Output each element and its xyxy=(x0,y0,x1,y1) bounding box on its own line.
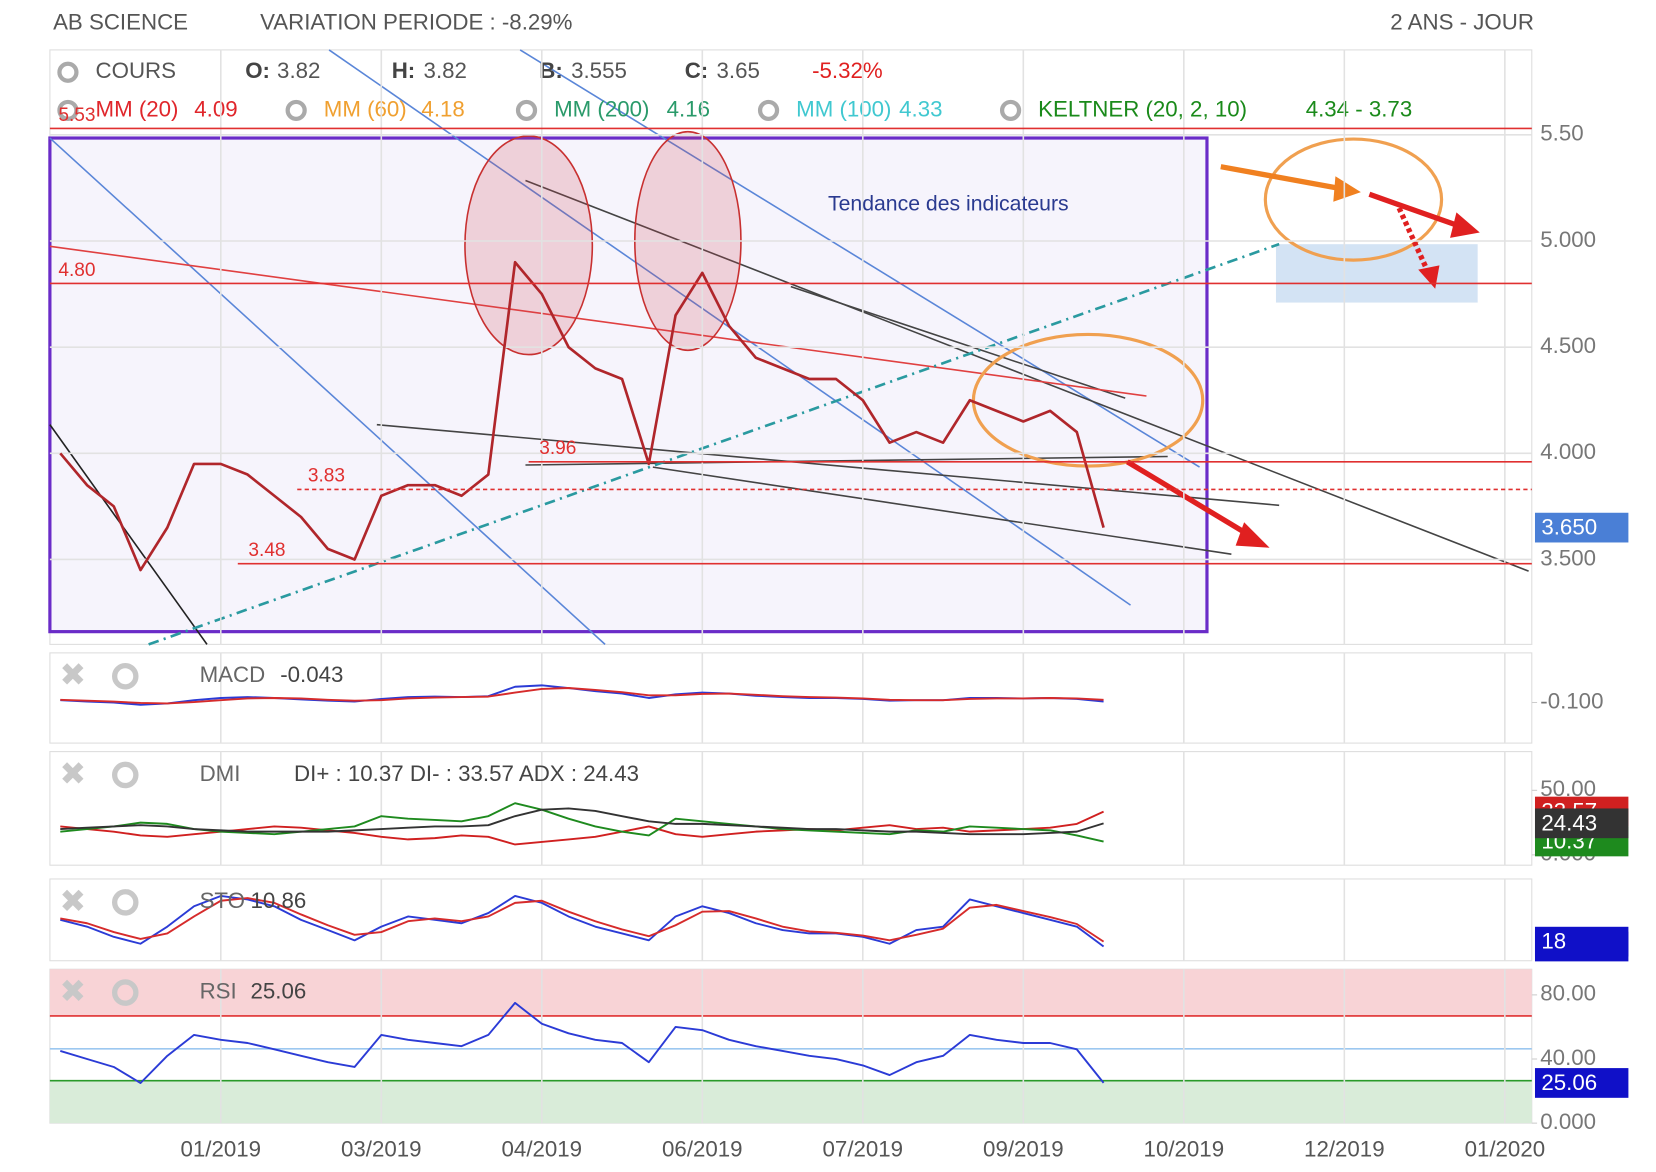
level-label: 3.83 xyxy=(308,466,345,487)
legend-indicator-label: MM (100) xyxy=(796,96,891,121)
legend-ohlc-value: 3.555 xyxy=(571,58,627,83)
panel-value: -0.043 xyxy=(280,662,343,687)
x-tick-label: 09/2019 xyxy=(983,1137,1064,1162)
current-value-label: 18 xyxy=(1541,929,1566,954)
legend-indicator-value: 4.34 - 3.73 xyxy=(1306,96,1413,121)
legend-indicator-label: MM (20) xyxy=(96,96,179,121)
legend-indicator-label: MM (60) xyxy=(324,96,407,121)
panel-close-icon: ✖ xyxy=(59,883,86,919)
y-tick-label: 40.00 xyxy=(1540,1045,1596,1070)
panel-close-icon: ✖ xyxy=(59,657,86,693)
panel-value: 10.86 xyxy=(251,888,307,913)
legend-ohlc-label: B: xyxy=(539,58,563,83)
current-value-label: 25.06 xyxy=(1541,1070,1597,1095)
y-tick-label: 80.00 xyxy=(1540,981,1596,1006)
y-tick-label: 0.000 xyxy=(1540,1109,1596,1134)
current-value-label: 24.43 xyxy=(1541,810,1597,835)
dmi-panel xyxy=(49,751,1533,866)
panel-close-icon: ✖ xyxy=(59,973,86,1009)
legend-ohlc-value: 3.82 xyxy=(424,58,467,83)
series-line xyxy=(60,802,1104,843)
current-value-box xyxy=(1534,926,1629,957)
panel-gear-icon xyxy=(111,662,139,690)
legend-ohlc-label: C: xyxy=(685,58,709,83)
rsi-oversold-zone xyxy=(49,1080,1532,1124)
x-tick-label: 06/2019 xyxy=(662,1137,743,1162)
series-line xyxy=(60,1001,1105,1084)
legend-ohlc-label: H: xyxy=(392,58,416,83)
trendlines xyxy=(49,49,1529,646)
arrows xyxy=(1125,164,1480,548)
legend-icons xyxy=(57,61,79,83)
panel-gear-icon xyxy=(111,889,139,916)
panel-title: RSI xyxy=(200,978,237,1003)
last-price-box xyxy=(1534,512,1629,543)
sto-panel xyxy=(49,878,1533,962)
x-tick-label: 07/2019 xyxy=(823,1137,904,1162)
series-line xyxy=(60,687,1104,705)
legend-gear xyxy=(57,99,79,122)
legend-gear xyxy=(999,99,1022,122)
x-tick-label: 01/2019 xyxy=(181,1137,262,1162)
legend-gear xyxy=(515,99,538,122)
x-tick-label: 12/2019 xyxy=(1304,1137,1385,1162)
rsi-overbought-zone xyxy=(49,969,1532,1016)
y-tick-label: 5.000 xyxy=(1540,227,1596,252)
header-title: AB SCIENCE xyxy=(53,9,188,34)
panel-value: 25.06 xyxy=(251,978,307,1003)
x-tick-label: 04/2019 xyxy=(502,1137,583,1162)
level-label: 3.96 xyxy=(539,438,576,459)
level-label: 5.53 xyxy=(58,105,95,126)
legend-cours: COURS xyxy=(96,58,176,83)
highlight-ellipse xyxy=(971,332,1205,468)
panel-title: MACD xyxy=(200,662,266,687)
legend-indicator-label: MM (200) xyxy=(554,96,649,121)
series-line xyxy=(60,807,1104,836)
header-period: 2 ANS - JOUR xyxy=(1390,9,1534,34)
panel-title: DMI xyxy=(200,761,241,786)
legend-ohlc-value: 3.65 xyxy=(717,58,760,83)
highlight-ellipse xyxy=(464,135,594,356)
legend-indicator-value: 4.09 xyxy=(194,96,237,121)
x-tick-label: 03/2019 xyxy=(341,1137,422,1162)
series-line xyxy=(59,260,1105,572)
legend-indicator-value: 4.33 xyxy=(899,96,942,121)
legend-change: -5.32% xyxy=(812,58,883,83)
series-line xyxy=(60,897,1105,943)
legend-ohlc-label: O: xyxy=(245,58,270,83)
panel-close-icon: ✖ xyxy=(59,755,86,791)
panel-title: STO xyxy=(200,888,245,913)
series-line xyxy=(60,895,1105,948)
current-value-box xyxy=(1534,1068,1629,1098)
panel-value: DI+ : 10.37 DI- : 33.57 ADX : 24.43 xyxy=(294,761,639,786)
y-tick-label: 4.000 xyxy=(1540,439,1596,464)
legend-gear xyxy=(757,99,780,122)
annotation: Tendance des indicateurs xyxy=(828,193,1069,216)
legend-ohlc-value: 3.82 xyxy=(277,58,320,83)
legend-indicator-label: KELTNER (20, 2, 10) xyxy=(1038,96,1247,121)
header-variation: VARIATION PERIODE : -8.29% xyxy=(260,9,573,34)
legend-gear xyxy=(285,99,307,122)
y-tick-label: 5.50 xyxy=(1540,121,1583,146)
x-tick-label: 10/2019 xyxy=(1144,1137,1225,1162)
level-label: 4.80 xyxy=(58,260,95,281)
last-price-label: 3.650 xyxy=(1541,515,1597,540)
legend-indicator-value: 4.16 xyxy=(667,96,710,121)
target-zone xyxy=(1275,244,1478,303)
x-tick-label: 01/2020 xyxy=(1465,1137,1546,1162)
level-label: 3.48 xyxy=(248,540,285,561)
panel-gear-icon xyxy=(111,761,139,789)
y-tick-label: 4.500 xyxy=(1540,333,1596,358)
y-tick-label: -0.100 xyxy=(1540,688,1603,713)
highlight-ellipse xyxy=(1263,137,1444,262)
y-tick-label: 3.500 xyxy=(1540,545,1596,570)
legend-indicator-value: 4.18 xyxy=(421,96,464,121)
current-value-box xyxy=(1534,808,1629,839)
panel-gear-icon xyxy=(111,979,139,1006)
